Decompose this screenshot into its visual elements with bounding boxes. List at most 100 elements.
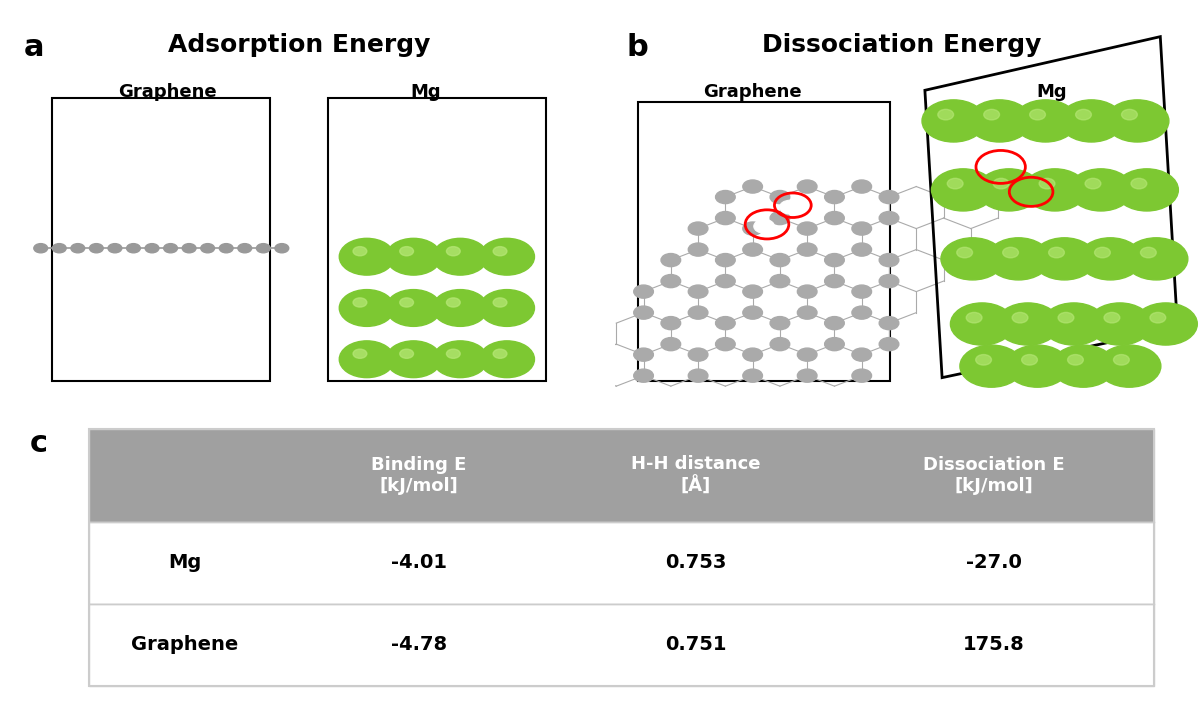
Circle shape [1033, 237, 1097, 280]
Circle shape [257, 244, 270, 253]
Circle shape [1085, 178, 1101, 189]
Circle shape [447, 298, 460, 307]
Circle shape [201, 244, 215, 253]
Circle shape [112, 180, 133, 194]
Circle shape [932, 169, 994, 211]
Circle shape [770, 254, 790, 267]
Circle shape [716, 191, 735, 203]
FancyBboxPatch shape [328, 98, 546, 382]
Circle shape [957, 247, 973, 258]
Circle shape [353, 349, 366, 358]
Circle shape [743, 180, 763, 193]
Circle shape [1113, 355, 1129, 365]
Circle shape [993, 178, 1009, 189]
Text: -27.0: -27.0 [966, 553, 1022, 572]
Text: Dissociation Energy: Dissociation Energy [763, 33, 1041, 57]
Circle shape [852, 306, 872, 319]
Circle shape [1088, 303, 1152, 345]
Circle shape [984, 109, 999, 120]
Circle shape [688, 348, 707, 361]
Circle shape [1149, 312, 1166, 323]
Circle shape [938, 109, 954, 120]
Circle shape [1134, 303, 1197, 345]
Circle shape [661, 274, 681, 288]
Text: Binding E
[kJ/mol]: Binding E [kJ/mol] [371, 456, 466, 495]
Circle shape [770, 316, 790, 330]
Circle shape [447, 247, 460, 256]
Circle shape [1039, 178, 1054, 189]
Circle shape [797, 222, 817, 235]
Circle shape [432, 289, 488, 326]
Text: a: a [24, 33, 44, 62]
Circle shape [238, 244, 252, 253]
Circle shape [339, 238, 394, 275]
Circle shape [997, 303, 1059, 345]
Circle shape [275, 244, 288, 253]
FancyBboxPatch shape [52, 98, 270, 382]
Text: Graphene: Graphene [704, 82, 802, 101]
Text: Dissociation E
[kJ/mol]: Dissociation E [kJ/mol] [924, 456, 1065, 495]
Circle shape [797, 348, 817, 361]
Circle shape [825, 274, 844, 288]
Text: 0.753: 0.753 [665, 553, 727, 572]
Circle shape [661, 338, 681, 351]
Circle shape [825, 211, 844, 225]
Circle shape [716, 211, 735, 225]
Circle shape [1012, 312, 1028, 323]
Circle shape [852, 243, 872, 256]
Circle shape [770, 338, 790, 351]
Circle shape [1076, 109, 1092, 120]
Circle shape [825, 338, 844, 351]
Circle shape [852, 285, 872, 298]
Circle shape [634, 285, 653, 298]
Circle shape [879, 254, 898, 267]
Circle shape [743, 243, 763, 256]
Circle shape [1042, 303, 1105, 345]
Circle shape [1124, 237, 1188, 280]
Circle shape [688, 222, 707, 235]
Circle shape [743, 348, 763, 361]
Circle shape [852, 348, 872, 361]
Circle shape [386, 341, 441, 378]
Circle shape [1023, 169, 1087, 211]
Circle shape [1059, 100, 1123, 142]
Circle shape [71, 244, 85, 253]
Circle shape [1069, 169, 1133, 211]
Circle shape [634, 348, 653, 361]
Circle shape [922, 100, 985, 142]
Circle shape [879, 191, 898, 203]
Circle shape [386, 238, 441, 275]
Circle shape [1014, 100, 1077, 142]
Circle shape [879, 316, 898, 330]
Circle shape [339, 289, 394, 326]
FancyBboxPatch shape [89, 604, 1154, 685]
Text: Mg: Mg [168, 553, 201, 572]
Circle shape [1104, 312, 1119, 323]
Circle shape [797, 306, 817, 319]
FancyBboxPatch shape [89, 522, 1154, 604]
Circle shape [400, 298, 413, 307]
Circle shape [967, 312, 982, 323]
Circle shape [879, 274, 898, 288]
Circle shape [797, 369, 817, 383]
Circle shape [1141, 247, 1157, 258]
Circle shape [852, 369, 872, 383]
Circle shape [353, 298, 366, 307]
Circle shape [432, 238, 488, 275]
Circle shape [1003, 247, 1018, 258]
Circle shape [494, 247, 507, 256]
Circle shape [770, 274, 790, 288]
Text: Graphene: Graphene [131, 635, 238, 654]
Circle shape [1048, 247, 1064, 258]
Circle shape [825, 254, 844, 267]
Circle shape [716, 338, 735, 351]
Circle shape [968, 100, 1032, 142]
Circle shape [879, 211, 898, 225]
Circle shape [688, 243, 707, 256]
Text: Adsorption Energy: Adsorption Energy [168, 33, 430, 57]
Circle shape [447, 349, 460, 358]
Circle shape [770, 211, 790, 225]
Circle shape [1122, 109, 1137, 120]
Text: b: b [627, 33, 649, 62]
Circle shape [1131, 178, 1147, 189]
